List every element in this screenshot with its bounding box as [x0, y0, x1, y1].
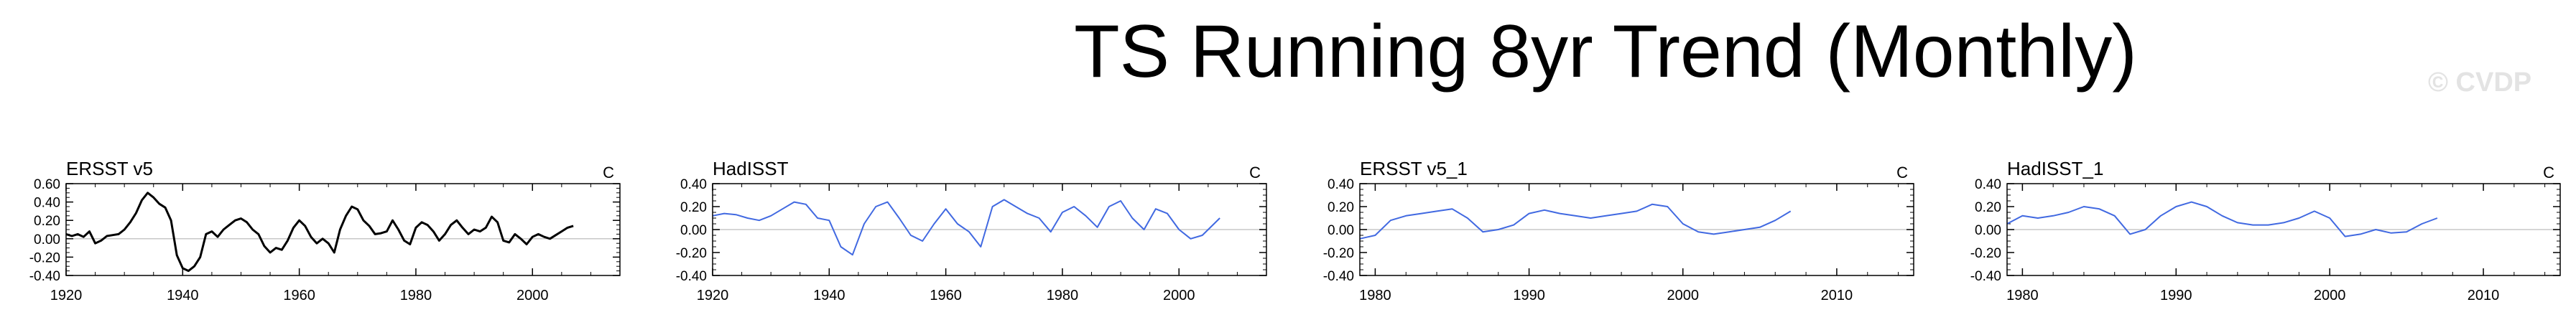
chart-4-frame	[2006, 183, 2561, 276]
chart-2-units-label: C	[1249, 164, 1261, 182]
chart-2-ytick-label: 0.00	[680, 223, 707, 238]
chart-1-units-label: C	[603, 164, 614, 182]
chart-3-ytick-label: -0.20	[1323, 246, 1354, 261]
chart-1-ytick-label: 0.60	[34, 177, 60, 192]
chart-2-xtick-label: 1920	[697, 288, 729, 303]
chart-3-xtick-label: 1990	[1513, 288, 1545, 303]
chart-4-xtick-label: 1990	[2160, 288, 2192, 303]
chart-3-units-label: C	[1896, 164, 1908, 182]
chart-4-xtick-label: 2000	[2314, 288, 2346, 303]
chart-1-ytick-label: -0.20	[29, 250, 60, 265]
chart-3-ytick-label: 0.20	[1328, 200, 1354, 215]
chart-1-xtick-label: 1920	[50, 288, 83, 303]
chart-4-ytick-label: 0.20	[1975, 200, 2001, 215]
chart-1-xtick-label: 1960	[283, 288, 315, 303]
chart-3-ytick-label: -0.40	[1323, 269, 1354, 284]
chart-2-ytick-label: -0.20	[676, 246, 707, 261]
chart-1-xtick-label: 2000	[516, 288, 549, 303]
chart-4-xtick-label: 2010	[2468, 288, 2500, 303]
chart-3-title: ERSST v5_1	[1360, 158, 1468, 179]
chart-3-xtick-label: 2010	[1821, 288, 1853, 303]
chart-2-title: HadISST	[713, 158, 789, 179]
chart-4-ytick-label: 0.40	[1975, 177, 2001, 192]
chart-2-ytick-label: 0.40	[680, 177, 707, 192]
chart-4-series-line	[2006, 201, 2438, 237]
chart-1-xtick-label: 1940	[167, 288, 199, 303]
chart-2-xtick-label: 1940	[813, 288, 845, 303]
chart-3-series-line	[1359, 203, 1792, 240]
chart-1-title: ERSST v5	[66, 158, 153, 179]
chart-1-frame	[65, 183, 621, 276]
figure-title: TS Running 8yr Trend (Monthly)	[1074, 10, 2137, 93]
chart-4-units-label: C	[2543, 164, 2554, 182]
chart-4-xtick-label: 1980	[2006, 288, 2039, 303]
cvdp-watermark: © CVDP	[2428, 67, 2532, 98]
chart-3-xtick-label: 1980	[1359, 288, 1391, 303]
chart-2-xtick-label: 1960	[930, 288, 962, 303]
chart-2-series-line	[712, 199, 1220, 256]
chart-4-ytick-label: -0.20	[1970, 246, 2001, 261]
chart-1-ytick-label: 0.00	[34, 232, 60, 248]
chart-3-frame	[1359, 183, 1914, 276]
chart-4-title: HadISST_1	[2007, 158, 2103, 179]
chart-2-frame	[712, 183, 1267, 276]
chart-1-xtick-label: 1980	[400, 288, 432, 303]
chart-2-ytick-label: 0.20	[680, 200, 707, 215]
chart-1-series-line	[65, 192, 574, 273]
chart-1-ytick-label: -0.40	[29, 269, 60, 284]
chart-4-ytick-label: 0.00	[1975, 223, 2001, 238]
chart-2-xtick-label: 1980	[1047, 288, 1079, 303]
chart-3-ytick-label: 0.00	[1328, 223, 1354, 238]
chart-1-ytick-label: 0.40	[34, 196, 60, 211]
chart-2-ytick-label: -0.40	[676, 269, 707, 284]
chart-4-ytick-label: -0.40	[1970, 269, 2001, 284]
chart-1-ytick-label: 0.20	[34, 214, 60, 229]
chart-3-ytick-label: 0.40	[1328, 177, 1354, 192]
chart-3-xtick-label: 2000	[1667, 288, 1700, 303]
chart-2-xtick-label: 2000	[1163, 288, 1195, 303]
